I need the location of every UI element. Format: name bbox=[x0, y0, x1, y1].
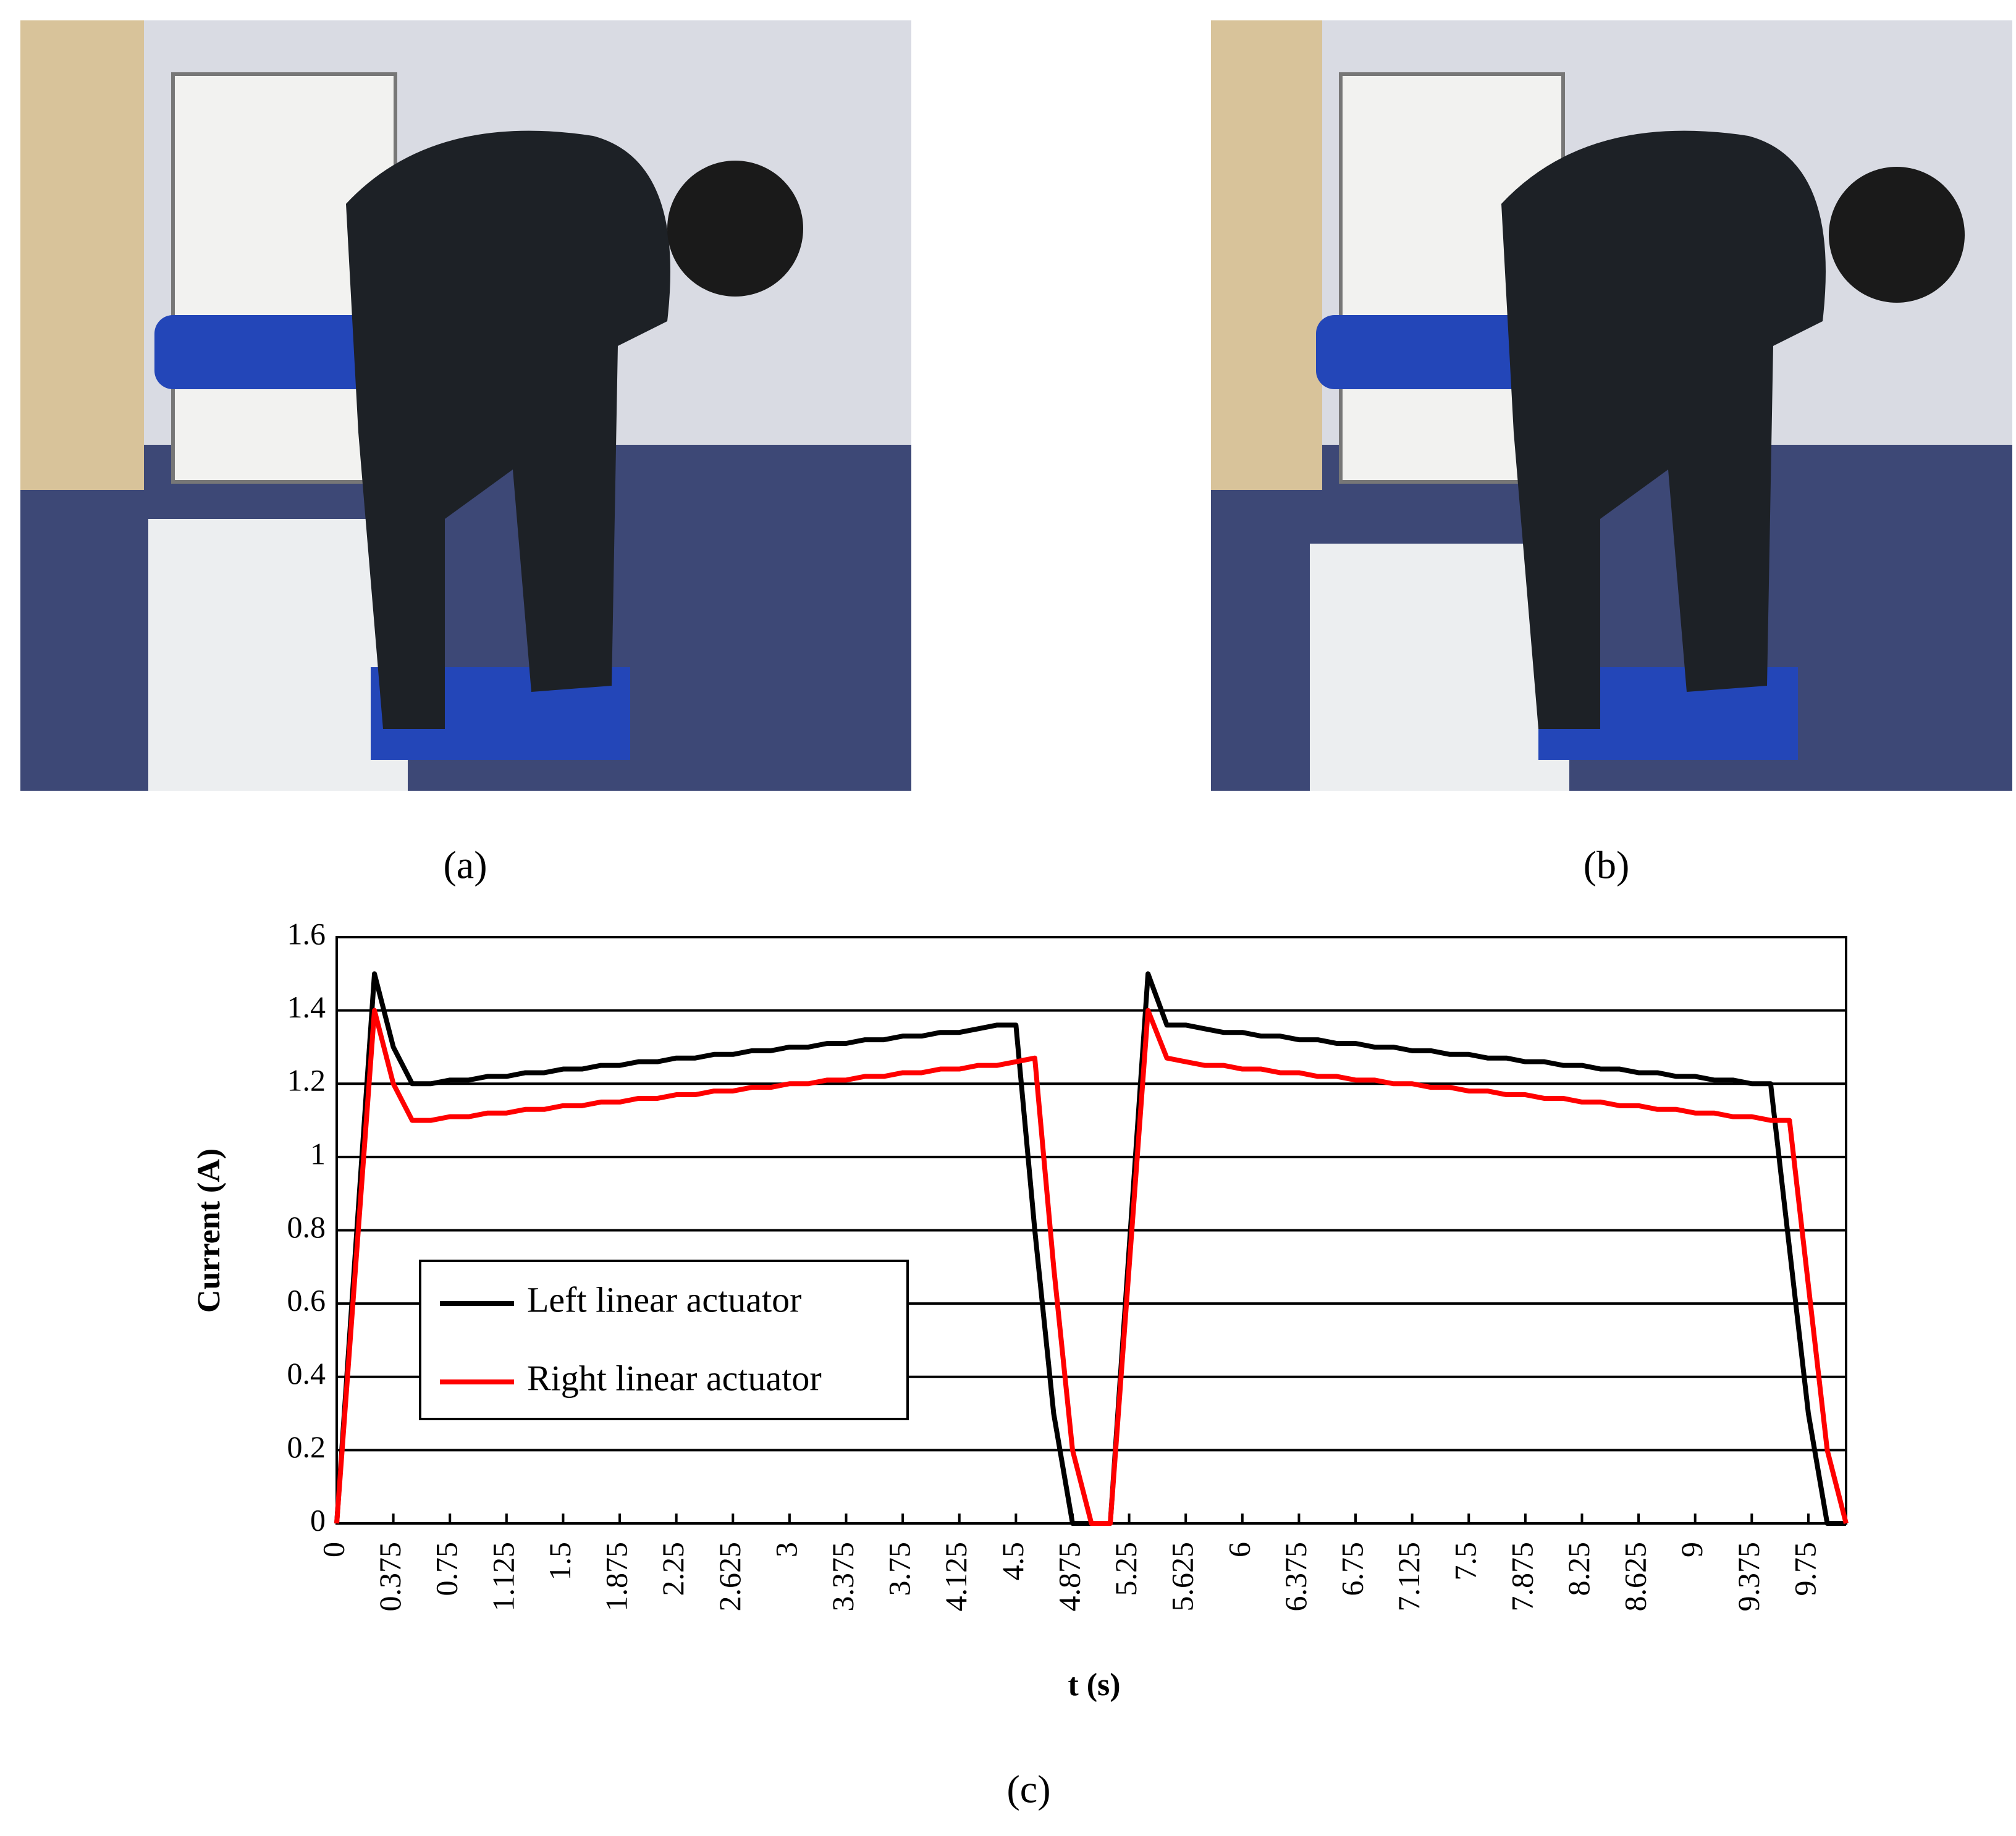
x-tick-label: 2.25 bbox=[656, 1542, 690, 1596]
y-tick-label: 0.6 bbox=[287, 1283, 326, 1318]
x-tick-label: 6.375 bbox=[1278, 1542, 1313, 1612]
x-tick-label: 6 bbox=[1221, 1542, 1256, 1557]
x-tick-label: 9.375 bbox=[1731, 1542, 1766, 1612]
caption-b: (b) bbox=[1584, 843, 1630, 887]
x-tick-label: 7.125 bbox=[1391, 1542, 1426, 1612]
y-axis-title: Current (A) bbox=[192, 1148, 227, 1313]
x-tick-label: 8.625 bbox=[1618, 1542, 1653, 1612]
caption-a: (a) bbox=[443, 843, 487, 887]
caption-c: (c) bbox=[1006, 1767, 1050, 1811]
y-tick-label: 0.2 bbox=[287, 1430, 326, 1464]
y-tick-label: 0.4 bbox=[287, 1356, 326, 1391]
x-axis-title: t (s) bbox=[1068, 1667, 1120, 1703]
x-tick-label: 3.75 bbox=[882, 1542, 917, 1596]
x-tick-label: 7.875 bbox=[1504, 1542, 1539, 1612]
y-tick-label: 1.4 bbox=[287, 990, 326, 1024]
x-tick-label: 4.5 bbox=[995, 1542, 1030, 1581]
x-tick-label: 5.25 bbox=[1108, 1542, 1143, 1596]
x-tick-label: 6.75 bbox=[1335, 1542, 1369, 1596]
x-tick-label: 8.25 bbox=[1561, 1542, 1596, 1596]
x-tick-label: 9 bbox=[1674, 1542, 1709, 1557]
x-tick-label: 4.125 bbox=[938, 1542, 973, 1612]
x-tick-label: 1.125 bbox=[486, 1542, 520, 1612]
x-tick-label: 2.625 bbox=[712, 1542, 747, 1612]
photo-a bbox=[20, 20, 911, 791]
x-tick-label: 1.875 bbox=[599, 1542, 634, 1612]
data-line bbox=[334, 1008, 1849, 1526]
y-tick-label: 0 bbox=[310, 1502, 326, 1537]
x-tick-label: 0.75 bbox=[429, 1542, 464, 1596]
photo-b bbox=[1211, 20, 2012, 791]
legend-label: Left linear actuator bbox=[527, 1279, 801, 1320]
x-tick-label: 4.875 bbox=[1052, 1542, 1086, 1612]
x-tick-label: 9.75 bbox=[1787, 1542, 1822, 1596]
data-line bbox=[334, 971, 1846, 1526]
x-tick-label: 7.5 bbox=[1448, 1542, 1483, 1581]
x-tick-label: 1.5 bbox=[542, 1542, 577, 1581]
y-tick-label: 1 bbox=[310, 1136, 326, 1171]
legend-label: Right linear actuator bbox=[527, 1358, 822, 1398]
x-tick-label: 5.625 bbox=[1165, 1542, 1200, 1612]
y-tick-label: 1.2 bbox=[287, 1063, 326, 1098]
x-tick-label: 3.375 bbox=[825, 1542, 860, 1612]
legend-box bbox=[419, 1260, 909, 1420]
x-tick-label: 0.375 bbox=[373, 1542, 407, 1612]
y-tick-label: 1.6 bbox=[287, 916, 326, 951]
y-tick-label: 0.8 bbox=[287, 1210, 326, 1244]
x-tick-label: 0 bbox=[316, 1542, 350, 1557]
x-tick-label: 3 bbox=[769, 1542, 803, 1557]
